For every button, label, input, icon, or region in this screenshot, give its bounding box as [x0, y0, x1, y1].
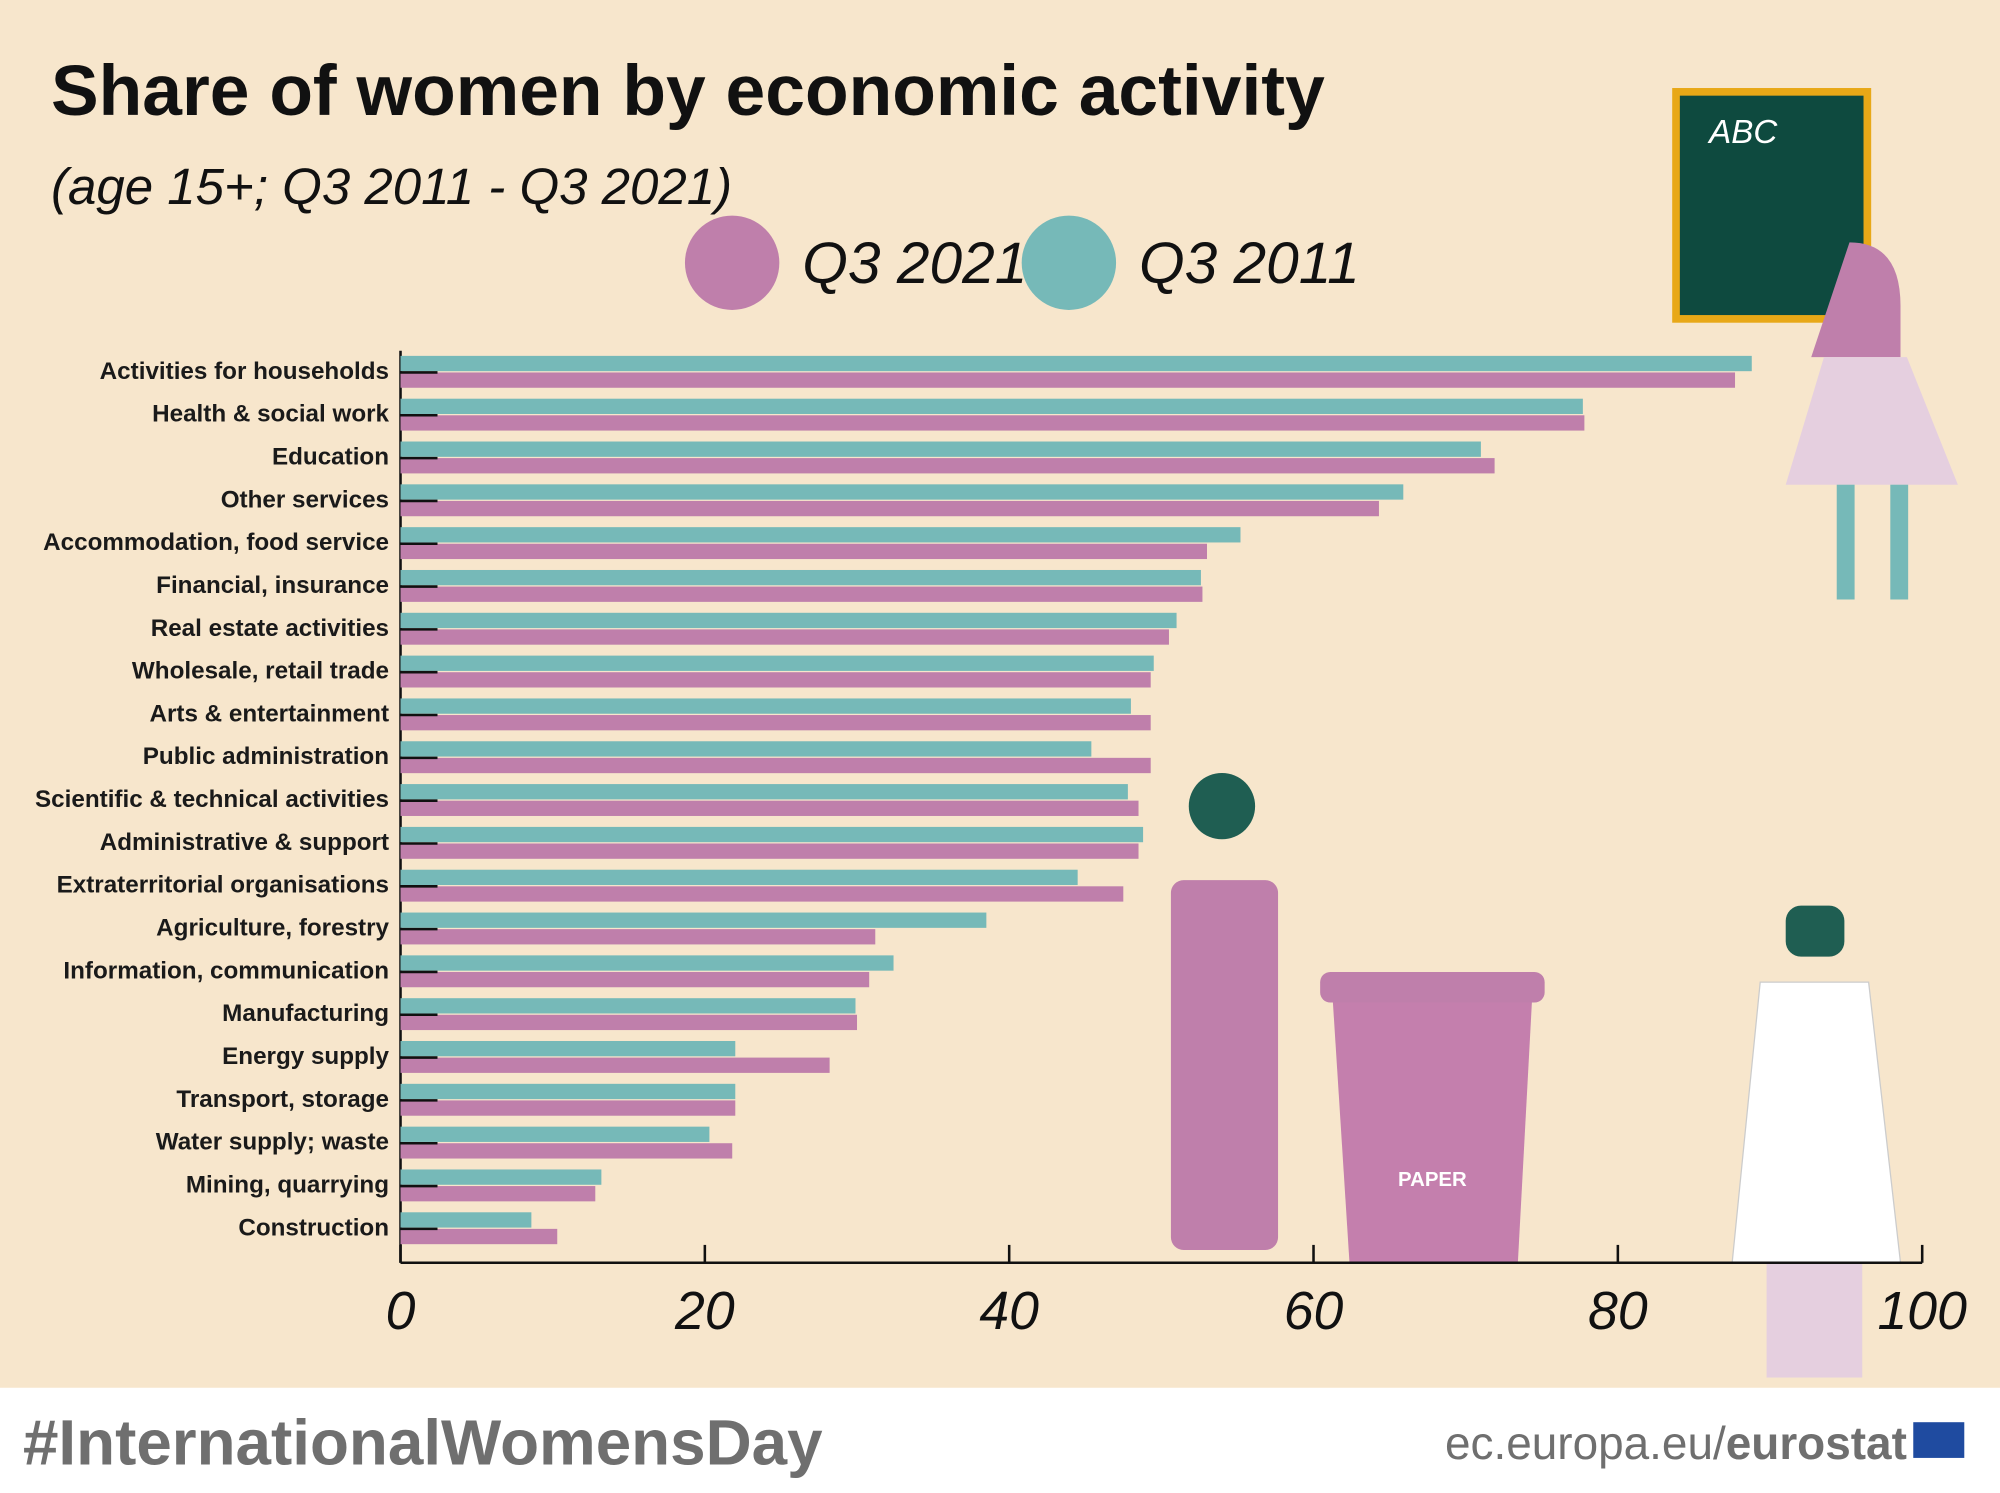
x-tick-label: 100	[1878, 1282, 1968, 1341]
bar	[400, 998, 856, 1014]
x-tick-label: 40	[979, 1282, 1039, 1341]
teacher	[1811, 242, 1901, 358]
bar	[400, 543, 1208, 560]
bar	[400, 912, 987, 928]
legend-label: Q3 2011	[1139, 231, 1360, 296]
chart-title: Share of women by economic activity	[51, 51, 1325, 131]
teacher-skirt	[1785, 357, 1958, 485]
y-tick-label: Energy supply	[222, 1043, 389, 1070]
bar	[400, 1083, 736, 1100]
brand: eurostat	[1726, 1417, 1907, 1469]
y-tick-label: Public administration	[143, 743, 389, 770]
bar	[400, 784, 1128, 800]
bar	[400, 886, 1124, 902]
bar	[400, 484, 1404, 500]
chart-subtitle: (age 15+; Q3 2011 - Q3 2021)	[51, 158, 732, 215]
bar	[400, 355, 1752, 372]
y-tick-label: Administrative & support	[100, 829, 389, 856]
bar	[400, 398, 1583, 415]
y-tick-label: Transport, storage	[176, 1086, 389, 1113]
bar	[400, 1143, 733, 1159]
site: ec.europa.eu/	[1445, 1417, 1726, 1469]
bar	[400, 372, 1736, 388]
y-tick-label: Manufacturing	[222, 1000, 389, 1027]
bin-lid	[1320, 971, 1545, 1003]
bar	[400, 415, 1585, 431]
bar	[400, 1014, 858, 1031]
y-tick-label: Health & social work	[152, 401, 389, 428]
bar	[400, 971, 870, 988]
y-tick-label: Agriculture, forestry	[156, 915, 389, 942]
bar	[400, 586, 1203, 602]
footer-site: ec.europa.eu/eurostat	[1445, 1417, 1907, 1469]
x-tick-label: 0	[386, 1282, 416, 1341]
bar	[400, 500, 1379, 517]
bar	[400, 612, 1177, 629]
doctor-legs	[1766, 1262, 1863, 1378]
bar	[400, 458, 1495, 474]
x-tick-label: 20	[674, 1282, 735, 1341]
bar	[400, 1186, 596, 1202]
y-tick-label: Water supply; waste	[156, 1129, 389, 1156]
bar	[400, 569, 1201, 586]
bar	[400, 715, 1151, 731]
y-tick-label: Arts & entertainment	[149, 700, 389, 727]
y-tick-label: Activities for households	[100, 358, 389, 385]
footer-band	[0, 1387, 2000, 1493]
y-tick-label: Information, communication	[63, 957, 389, 984]
y-tick-label: Real estate activities	[151, 615, 389, 642]
bar	[400, 955, 894, 971]
bar	[400, 757, 1151, 774]
y-tick-label: Financial, insurance	[156, 572, 389, 599]
bar	[400, 698, 1131, 714]
legend-label: Q3 2021	[802, 231, 1027, 296]
bar	[400, 1212, 532, 1228]
teacher-leg	[1890, 484, 1909, 600]
y-tick-label: Accommodation, food service	[43, 529, 389, 556]
bar	[400, 441, 1481, 457]
bar	[400, 869, 1078, 886]
legend-swatch	[684, 215, 780, 310]
y-tick-label: Extraterritorial organisations	[57, 872, 389, 899]
legend-swatch	[1021, 215, 1117, 310]
y-tick-label: Other services	[221, 486, 389, 513]
bar	[400, 800, 1139, 816]
bar	[400, 655, 1154, 671]
bar	[400, 843, 1139, 859]
worker	[1170, 880, 1279, 1251]
bar	[400, 1228, 558, 1245]
teacher-leg	[1836, 484, 1855, 600]
bar	[400, 1057, 830, 1073]
y-tick-label: Construction	[238, 1214, 389, 1241]
worker-head	[1188, 772, 1256, 840]
bar	[400, 1126, 710, 1142]
hashtag: #InternationalWomensDay	[23, 1406, 823, 1478]
y-tick-label: Mining, quarrying	[186, 1171, 389, 1198]
bar	[400, 1100, 736, 1116]
x-tick-label: 80	[1588, 1282, 1648, 1341]
eu-flag	[1913, 1422, 1965, 1458]
bar	[400, 1041, 736, 1057]
bar	[400, 527, 1241, 543]
bar	[400, 672, 1151, 688]
y-tick-label: Wholesale, retail trade	[132, 658, 389, 685]
x-tick-label: 60	[1284, 1282, 1344, 1341]
chalkboard	[1672, 88, 1872, 323]
bar	[400, 629, 1169, 645]
board-text: ABC	[1707, 114, 1778, 151]
bar	[400, 826, 1144, 843]
bin	[1332, 1002, 1532, 1263]
bar	[400, 741, 1092, 757]
doctor-head	[1785, 905, 1845, 957]
bin-label: PAPER	[1398, 1169, 1467, 1191]
y-tick-label: Education	[272, 444, 389, 471]
bar	[400, 929, 876, 945]
y-tick-label: Scientific & technical activities	[35, 786, 389, 813]
bar	[400, 1169, 602, 1185]
